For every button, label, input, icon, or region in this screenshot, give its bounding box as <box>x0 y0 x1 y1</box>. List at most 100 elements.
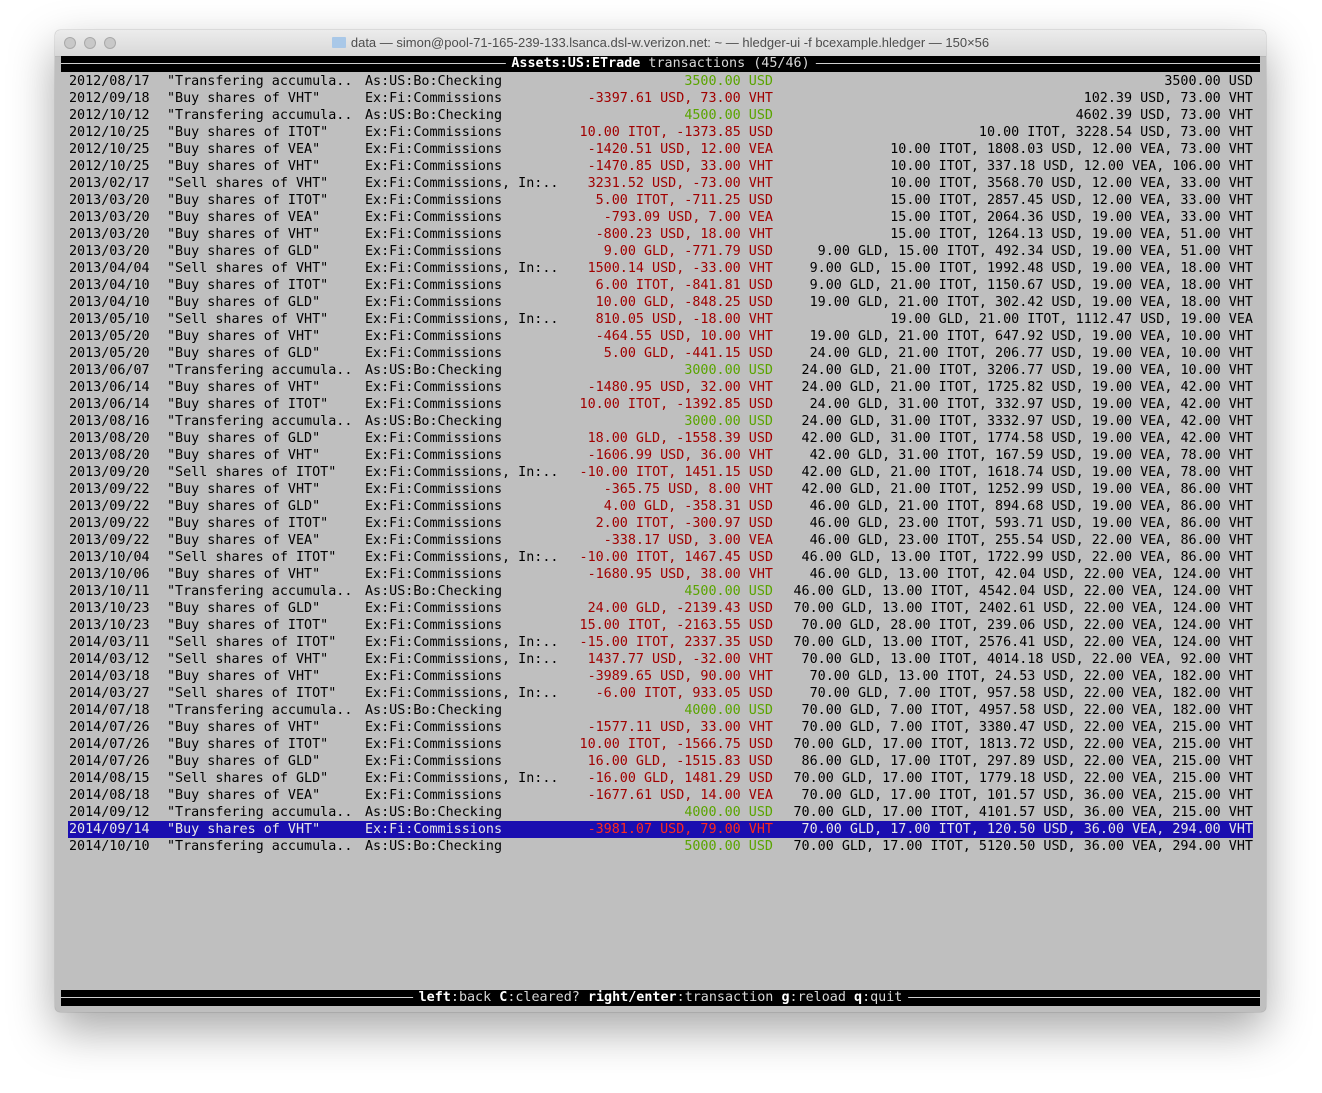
description: "Buy shares of GLD" <box>167 754 321 769</box>
transaction-row[interactable]: 2013/03/20 "Buy shares of GLD" Ex:Fi:Commi… <box>61 243 1260 260</box>
terminal-screen[interactable]: Assets:US:ETrade transactions (45/46) 20… <box>61 56 1260 1010</box>
other-accounts: Ex:Fi:Commissions <box>365 567 503 582</box>
balance: 46.00 GLD, 21.00 ITOT, 894.68 USD, 19.00… <box>809 499 1253 514</box>
transaction-row[interactable]: 2013/05/20 "Buy shares of GLD" Ex:Fi:Commi… <box>61 345 1260 362</box>
description: "Sell shares of VHT" <box>167 652 329 667</box>
balance: 46.00 GLD, 23.00 ITOT, 255.54 USD, 22.00… <box>809 533 1253 548</box>
close-button[interactable] <box>64 37 76 49</box>
transaction-row[interactable]: 2013/10/23 "Buy shares of ITOT" Ex:Fi:Comm… <box>61 617 1260 634</box>
transaction-row[interactable]: 2013/08/16 "Transfering accumula.. As:US:B… <box>61 413 1260 430</box>
transaction-row[interactable]: 2013/06/14 "Buy shares of ITOT" Ex:Fi:Comm… <box>61 396 1260 413</box>
description: "Buy shares of VEA" <box>167 533 321 548</box>
transaction-row[interactable]: 2012/10/12 "Transfering accumula.. As:US:B… <box>61 107 1260 124</box>
transaction-row[interactable]: 2013/03/20 "Buy shares of ITOT" Ex:Fi:Comm… <box>61 192 1260 209</box>
transaction-row[interactable]: 2013/09/20 "Sell shares of ITOT" Ex:Fi:Com… <box>61 464 1260 481</box>
description: "Transfering accumula.. <box>167 363 353 378</box>
description: "Buy shares of VHT" <box>167 159 321 174</box>
description: "Transfering accumula.. <box>167 805 353 820</box>
transaction-row-selected[interactable]: 2014/09/14 "Buy shares of VHT" Ex:Fi:Commi… <box>68 821 1253 838</box>
other-accounts: Ex:Fi:Commissions, In:.. <box>365 465 559 480</box>
transaction-row[interactable]: 2013/09/22 "Buy shares of VEA" Ex:Fi:Commi… <box>61 532 1260 549</box>
transaction-row[interactable]: 2013/03/20 "Buy shares of VHT" Ex:Fi:Commi… <box>61 226 1260 243</box>
transaction-row[interactable]: 2013/09/22 "Buy shares of GLD" Ex:Fi:Commi… <box>61 498 1260 515</box>
key-action: reload <box>797 990 846 1005</box>
transaction-row[interactable]: 2014/07/26 "Buy shares of VHT" Ex:Fi:Commi… <box>61 719 1260 736</box>
description: "Buy shares of VEA" <box>167 142 321 157</box>
amount: 4000.00 USD <box>684 703 773 718</box>
transaction-row[interactable]: 2013/10/23 "Buy shares of GLD" Ex:Fi:Commi… <box>61 600 1260 617</box>
transaction-row[interactable]: 2014/08/15 "Sell shares of GLD" Ex:Fi:Comm… <box>61 770 1260 787</box>
date: 2013/09/22 <box>69 482 150 497</box>
amount: 5.00 ITOT, -711.25 USD <box>595 193 773 208</box>
transaction-row[interactable]: 2012/09/18 "Buy shares of VHT" Ex:Fi:Commi… <box>61 90 1260 107</box>
balance: 70.00 GLD, 17.00 ITOT, 1813.72 USD, 22.0… <box>793 737 1253 752</box>
transaction-list[interactable]: 2012/08/17 "Transfering accumula.. As:US:B… <box>61 73 1260 855</box>
zoom-button[interactable] <box>104 37 116 49</box>
transaction-row[interactable]: 2013/04/10 "Buy shares of ITOT" Ex:Fi:Comm… <box>61 277 1260 294</box>
description: "Buy shares of VHT" <box>167 329 321 344</box>
amount: -1677.61 USD, 14.00 VEA <box>587 788 773 803</box>
transaction-row[interactable]: 2014/03/12 "Sell shares of VHT" Ex:Fi:Comm… <box>61 651 1260 668</box>
transaction-row[interactable]: 2012/10/25 "Buy shares of VEA" Ex:Fi:Commi… <box>61 141 1260 158</box>
transaction-row[interactable]: 2012/10/25 "Buy shares of ITOT" Ex:Fi:Comm… <box>61 124 1260 141</box>
balance: 70.00 GLD, 13.00 ITOT, 24.53 USD, 22.00 … <box>809 669 1253 684</box>
transaction-row[interactable]: 2013/04/04 "Sell shares of VHT" Ex:Fi:Comm… <box>61 260 1260 277</box>
date: 2013/09/22 <box>69 533 150 548</box>
transaction-row[interactable]: 2013/10/04 "Sell shares of ITOT" Ex:Fi:Com… <box>61 549 1260 566</box>
transaction-row[interactable]: 2013/04/10 "Buy shares of GLD" Ex:Fi:Commi… <box>61 294 1260 311</box>
description: "Buy shares of ITOT" <box>167 125 329 140</box>
amount: -800.23 USD, 18.00 VHT <box>595 227 773 242</box>
transaction-row[interactable]: 2013/02/17 "Sell shares of VHT" Ex:Fi:Comm… <box>61 175 1260 192</box>
transaction-row[interactable]: 2013/06/14 "Buy shares of VHT" Ex:Fi:Commi… <box>61 379 1260 396</box>
transaction-row[interactable]: 2013/08/20 "Buy shares of VHT" Ex:Fi:Commi… <box>61 447 1260 464</box>
date: 2014/09/12 <box>69 805 150 820</box>
transaction-row[interactable]: 2013/10/11 "Transfering accumula.. As:US:B… <box>61 583 1260 600</box>
transaction-row[interactable]: 2014/08/18 "Buy shares of VEA" Ex:Fi:Commi… <box>61 787 1260 804</box>
other-accounts: Ex:Fi:Commissions <box>365 499 503 514</box>
balance: 46.00 GLD, 13.00 ITOT, 4542.04 USD, 22.0… <box>793 584 1253 599</box>
other-accounts: As:US:Bo:Checking <box>365 108 503 123</box>
balance: 24.00 GLD, 31.00 ITOT, 3332.97 USD, 19.0… <box>801 414 1253 429</box>
transaction-row[interactable]: 2014/07/18 "Transfering accumula.. As:US:B… <box>61 702 1260 719</box>
transaction-row[interactable]: 2014/10/10 "Transfering accumula.. As:US:B… <box>61 838 1260 855</box>
transaction-row[interactable]: 2013/09/22 "Buy shares of VHT" Ex:Fi:Commi… <box>61 481 1260 498</box>
amount: -6.00 ITOT, 933.05 USD <box>595 686 773 701</box>
key-help: left:back C:cleared? right/enter:transac… <box>412 990 909 1006</box>
key-hint: right/enter:transaction <box>587 990 774 1005</box>
balance: 46.00 GLD, 13.00 ITOT, 1722.99 USD, 22.0… <box>801 550 1253 565</box>
transaction-row[interactable]: 2013/05/10 "Sell shares of VHT" Ex:Fi:Comm… <box>61 311 1260 328</box>
minimize-button[interactable] <box>84 37 96 49</box>
date: 2014/10/10 <box>69 839 150 854</box>
other-accounts: Ex:Fi:Commissions <box>365 601 503 616</box>
transaction-row[interactable]: 2014/03/27 "Sell shares of ITOT" Ex:Fi:Com… <box>61 685 1260 702</box>
amount: 4.00 GLD, -358.31 USD <box>603 499 773 514</box>
transaction-row[interactable]: 2014/03/18 "Buy shares of VHT" Ex:Fi:Commi… <box>61 668 1260 685</box>
transaction-row[interactable]: 2012/10/25 "Buy shares of VHT" Ex:Fi:Commi… <box>61 158 1260 175</box>
other-accounts: Ex:Fi:Commissions <box>365 244 503 259</box>
date: 2014/07/18 <box>69 703 150 718</box>
balance: 15.00 ITOT, 2064.36 USD, 19.00 VEA, 33.0… <box>890 210 1253 225</box>
date: 2013/03/20 <box>69 193 150 208</box>
transaction-row[interactable]: 2013/10/06 "Buy shares of VHT" Ex:Fi:Commi… <box>61 566 1260 583</box>
other-accounts: Ex:Fi:Commissions <box>365 618 503 633</box>
transaction-row[interactable]: 2013/09/22 "Buy shares of ITOT" Ex:Fi:Comm… <box>61 515 1260 532</box>
transaction-row[interactable]: 2013/03/20 "Buy shares of VEA" Ex:Fi:Commi… <box>61 209 1260 226</box>
transaction-row[interactable]: 2013/05/20 "Buy shares of VHT" Ex:Fi:Commi… <box>61 328 1260 345</box>
transaction-row[interactable]: 2014/09/12 "Transfering accumula.. As:US:B… <box>61 804 1260 821</box>
other-accounts: As:US:Bo:Checking <box>365 584 503 599</box>
date: 2014/08/15 <box>69 771 150 786</box>
window-title-text: data — simon@pool-71-165-239-133.lsanca.… <box>350 35 990 50</box>
other-accounts: As:US:Bo:Checking <box>365 414 503 429</box>
transaction-row[interactable]: 2013/08/20 "Buy shares of GLD" Ex:Fi:Commi… <box>61 430 1260 447</box>
description: "Sell shares of VHT" <box>167 176 329 191</box>
other-accounts: Ex:Fi:Commissions <box>365 295 503 310</box>
date: 2013/06/07 <box>69 363 150 378</box>
other-accounts: Ex:Fi:Commissions <box>365 516 503 531</box>
transaction-row[interactable]: 2014/07/26 "Buy shares of ITOT" Ex:Fi:Comm… <box>61 736 1260 753</box>
description: "Buy shares of GLD" <box>167 346 321 361</box>
transaction-row[interactable]: 2014/07/26 "Buy shares of GLD" Ex:Fi:Commi… <box>61 753 1260 770</box>
transaction-row[interactable]: 2012/08/17 "Transfering accumula.. As:US:B… <box>61 73 1260 90</box>
title-bar[interactable]: data — simon@pool-71-165-239-133.lsanca.… <box>55 30 1266 57</box>
transaction-row[interactable]: 2013/06/07 "Transfering accumula.. As:US:B… <box>61 362 1260 379</box>
transaction-row[interactable]: 2014/03/11 "Sell shares of ITOT" Ex:Fi:Com… <box>61 634 1260 651</box>
